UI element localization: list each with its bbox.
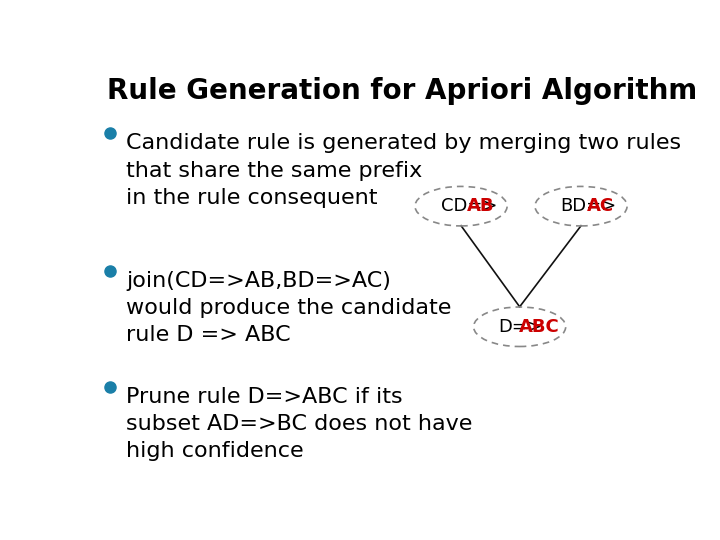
Text: join(CD=>AB,BD=>AC)
would produce the candidate
rule D => ABC: join(CD=>AB,BD=>AC) would produce the ca… [126,271,451,345]
Text: ABC: ABC [518,318,559,336]
Text: Prune rule D=>ABC if its
subset AD=>BC does not have
high confidence: Prune rule D=>ABC if its subset AD=>BC d… [126,387,472,462]
Text: Rule Generation for Apriori Algorithm: Rule Generation for Apriori Algorithm [107,77,697,105]
Text: AC: AC [587,197,614,215]
Text: Candidate rule is generated by merging two rules
that share the same prefix
in t: Candidate rule is generated by merging t… [126,133,681,208]
Text: AB: AB [467,197,495,215]
Text: CD=>: CD=> [441,197,497,215]
Text: D=>: D=> [499,318,543,336]
Text: BD=>: BD=> [560,197,616,215]
